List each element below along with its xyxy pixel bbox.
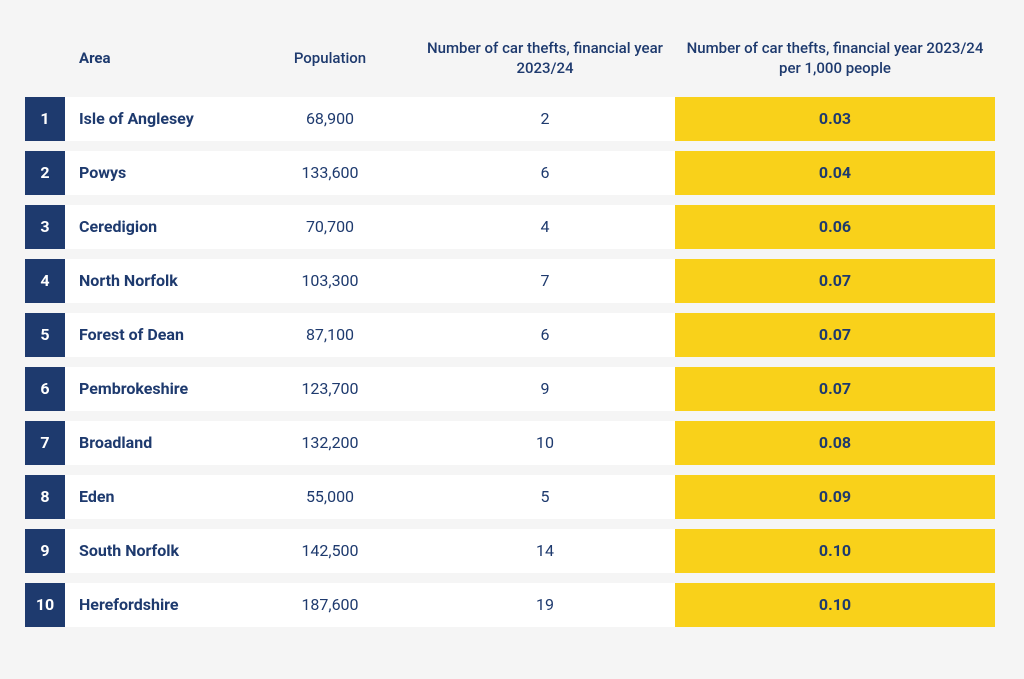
area-cell: Ceredigion	[65, 205, 245, 249]
table-row: 9South Norfolk142,500140.10	[25, 529, 999, 573]
area-cell: Eden	[65, 475, 245, 519]
rank-cell: 6	[25, 367, 65, 411]
table-row: 4North Norfolk103,30070.07	[25, 259, 999, 303]
population-cell: 70,700	[245, 205, 415, 249]
population-cell: 87,100	[245, 313, 415, 357]
rate-cell: 0.07	[675, 313, 995, 357]
rank-cell: 1	[25, 97, 65, 141]
rate-cell: 0.10	[675, 583, 995, 627]
thefts-cell: 14	[415, 529, 675, 573]
header-thefts: Number of car thefts, financial year 202…	[415, 38, 675, 79]
area-cell: Pembrokeshire	[65, 367, 245, 411]
population-cell: 132,200	[245, 421, 415, 465]
rank-cell: 7	[25, 421, 65, 465]
thefts-cell: 19	[415, 583, 675, 627]
rate-cell: 0.07	[675, 367, 995, 411]
rank-cell: 4	[25, 259, 65, 303]
area-cell: Powys	[65, 151, 245, 195]
rank-cell: 8	[25, 475, 65, 519]
thefts-cell: 5	[415, 475, 675, 519]
area-cell: Broadland	[65, 421, 245, 465]
rank-cell: 5	[25, 313, 65, 357]
rank-cell: 9	[25, 529, 65, 573]
population-cell: 103,300	[245, 259, 415, 303]
area-cell: Herefordshire	[65, 583, 245, 627]
area-cell: South Norfolk	[65, 529, 245, 573]
table-row: 1Isle of Anglesey68,90020.03	[25, 97, 999, 141]
rate-cell: 0.07	[675, 259, 995, 303]
car-theft-table: Area Population Number of car thefts, fi…	[25, 30, 999, 627]
area-cell: Forest of Dean	[65, 313, 245, 357]
table-row: 2Powys133,60060.04	[25, 151, 999, 195]
thefts-cell: 10	[415, 421, 675, 465]
population-cell: 187,600	[245, 583, 415, 627]
header-rate: Number of car thefts, financial year 202…	[675, 38, 995, 79]
area-cell: Isle of Anglesey	[65, 97, 245, 141]
rank-cell: 10	[25, 583, 65, 627]
rate-cell: 0.09	[675, 475, 995, 519]
rate-cell: 0.10	[675, 529, 995, 573]
header-area: Area	[65, 48, 245, 68]
table-header-row: Area Population Number of car thefts, fi…	[25, 30, 999, 97]
area-cell: North Norfolk	[65, 259, 245, 303]
header-population: Population	[245, 48, 415, 68]
thefts-cell: 7	[415, 259, 675, 303]
thefts-cell: 2	[415, 97, 675, 141]
table-row: 5Forest of Dean87,10060.07	[25, 313, 999, 357]
thefts-cell: 4	[415, 205, 675, 249]
rate-cell: 0.03	[675, 97, 995, 141]
rate-cell: 0.04	[675, 151, 995, 195]
table-row: 3Ceredigion70,70040.06	[25, 205, 999, 249]
population-cell: 68,900	[245, 97, 415, 141]
thefts-cell: 6	[415, 313, 675, 357]
table-row: 8Eden55,00050.09	[25, 475, 999, 519]
population-cell: 55,000	[245, 475, 415, 519]
table-row: 6Pembrokeshire123,70090.07	[25, 367, 999, 411]
rate-cell: 0.08	[675, 421, 995, 465]
table-row: 7Broadland132,200100.08	[25, 421, 999, 465]
rank-cell: 2	[25, 151, 65, 195]
population-cell: 133,600	[245, 151, 415, 195]
table-row: 10Herefordshire187,600190.10	[25, 583, 999, 627]
population-cell: 142,500	[245, 529, 415, 573]
thefts-cell: 9	[415, 367, 675, 411]
table-body: 1Isle of Anglesey68,90020.032Powys133,60…	[25, 97, 999, 627]
rank-cell: 3	[25, 205, 65, 249]
population-cell: 123,700	[245, 367, 415, 411]
thefts-cell: 6	[415, 151, 675, 195]
rate-cell: 0.06	[675, 205, 995, 249]
